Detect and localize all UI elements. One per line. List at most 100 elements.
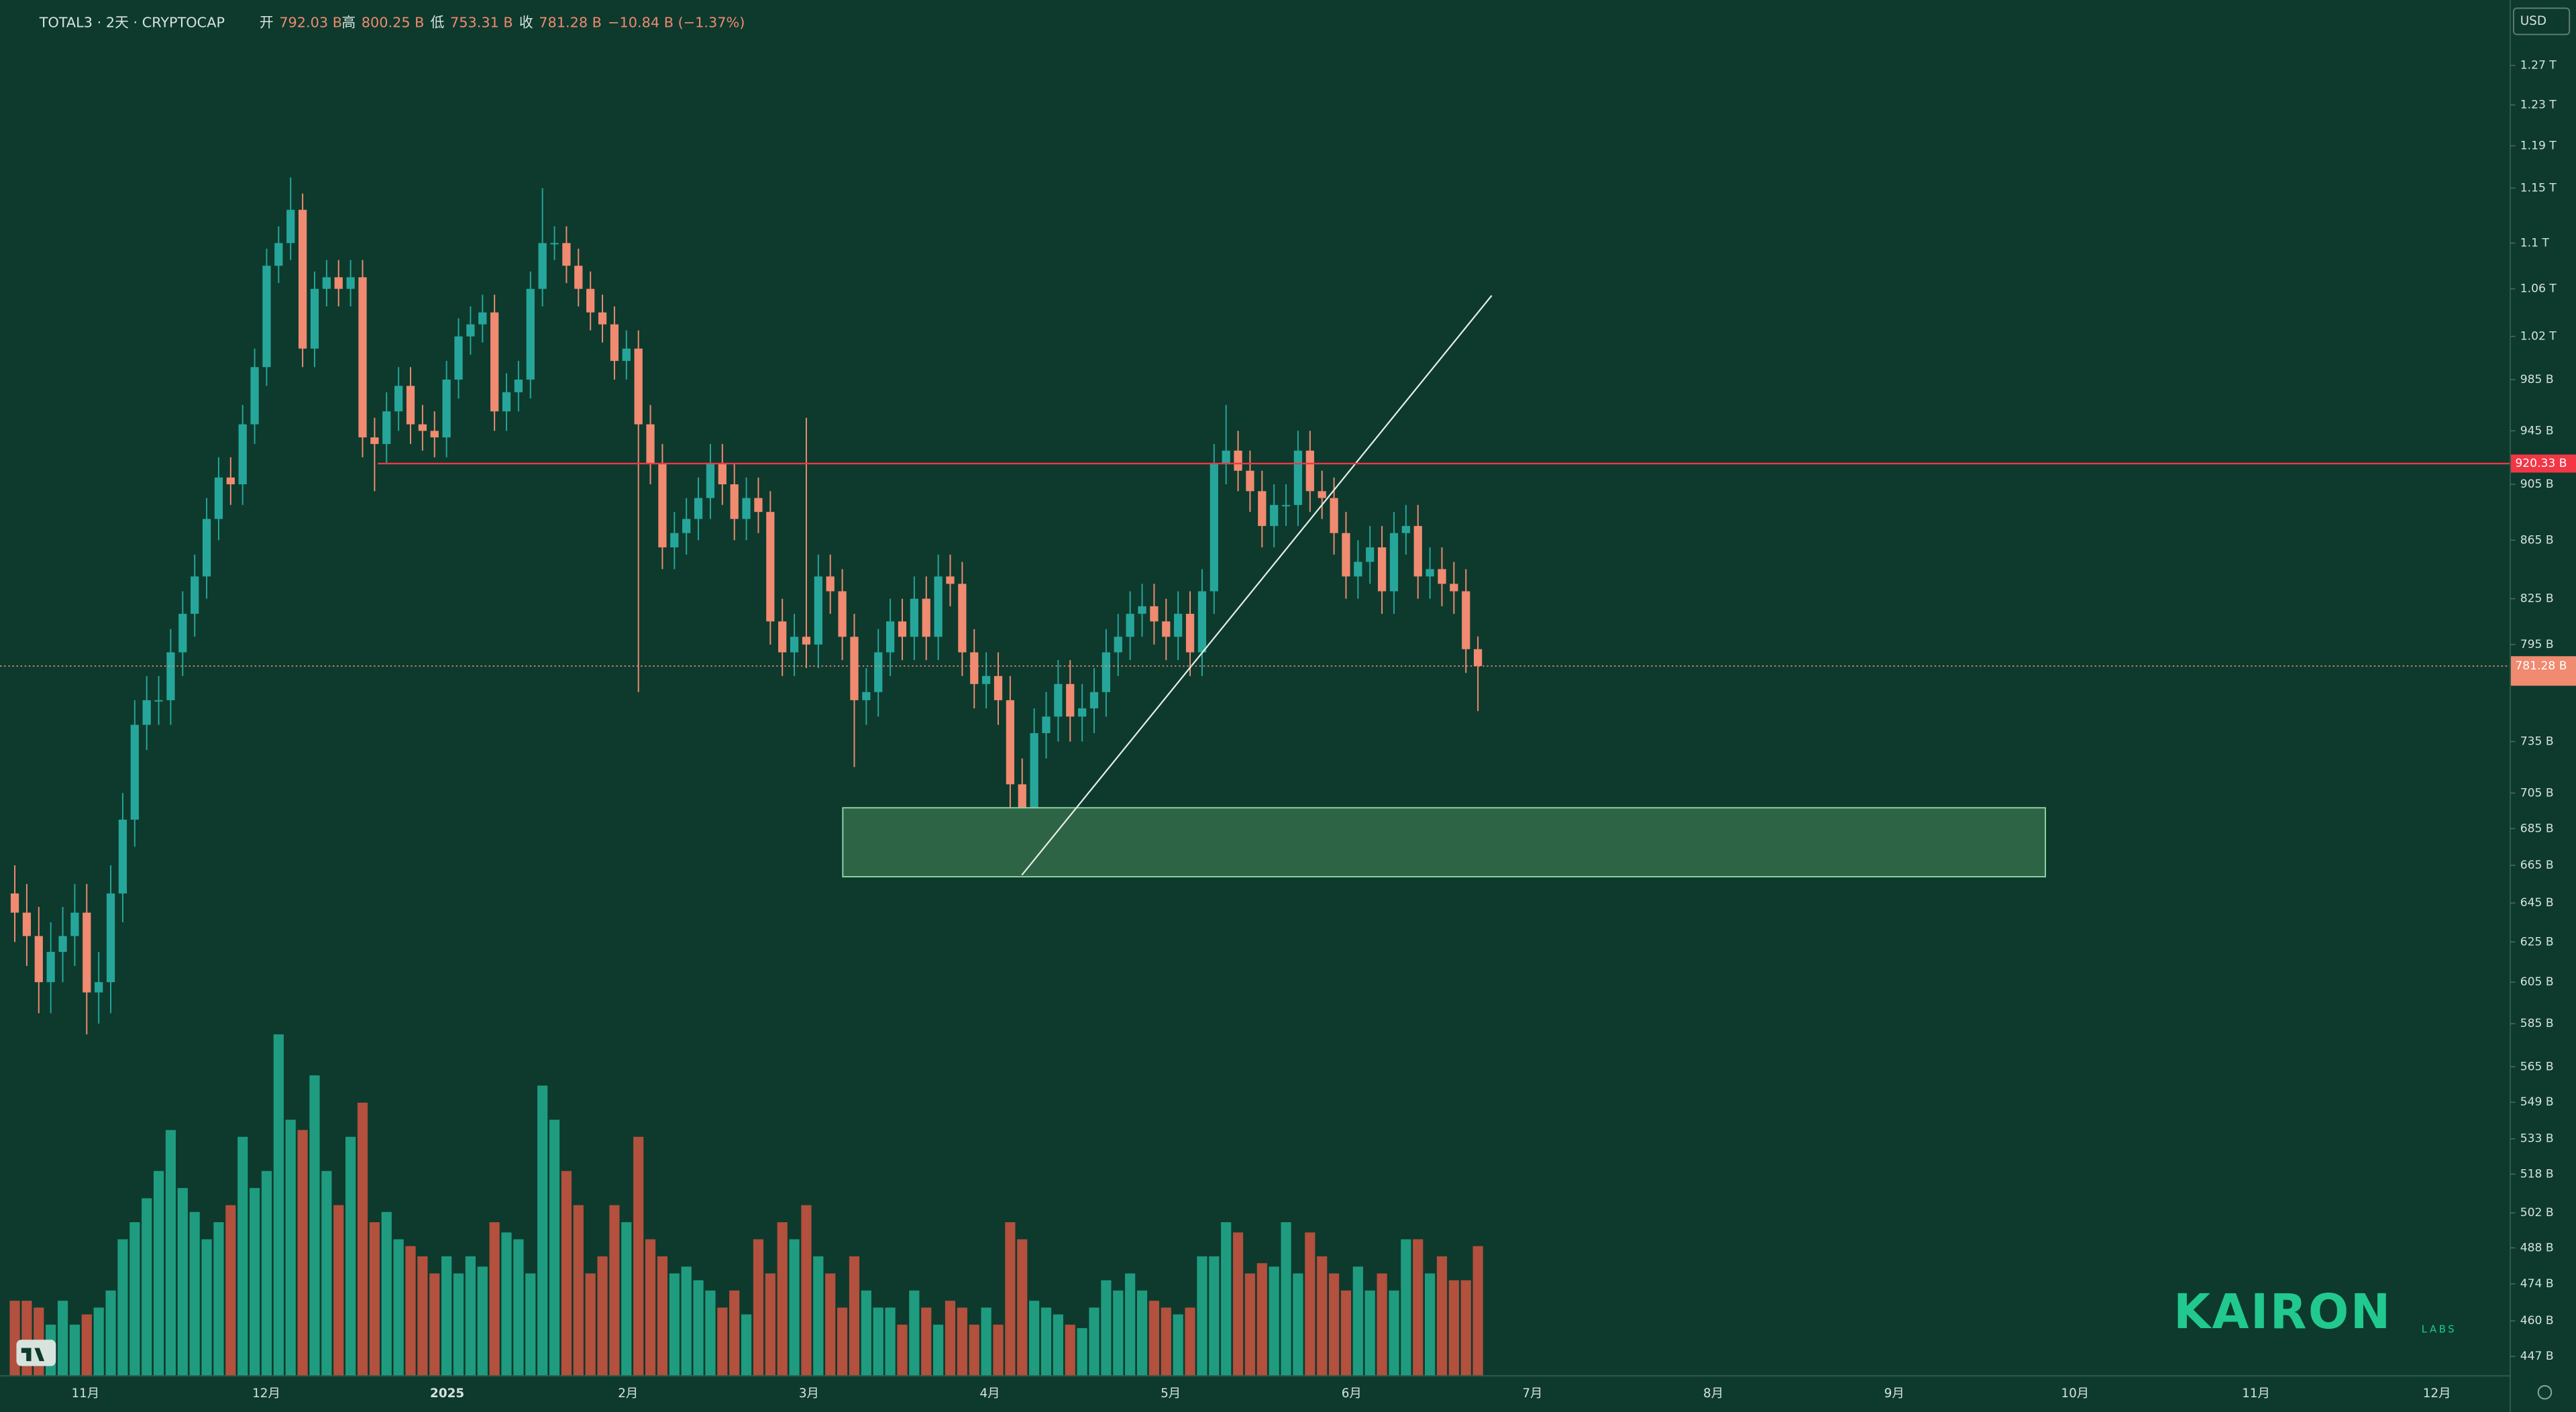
settings-icon[interactable]	[2537, 1384, 2553, 1400]
volume-bar	[801, 1205, 812, 1376]
x-tick-label: 2025	[430, 1387, 464, 1401]
volume-bar	[381, 1211, 392, 1376]
candle-body	[826, 576, 835, 592]
volume-bar	[681, 1266, 692, 1376]
volume-bar	[513, 1239, 524, 1376]
candle-body	[1293, 450, 1303, 505]
volume-bar	[897, 1324, 908, 1376]
volume-bar	[1065, 1324, 1075, 1376]
y-tick-label: 533 B	[2520, 1132, 2554, 1146]
volume-bar	[585, 1273, 596, 1376]
candle-body	[502, 392, 511, 412]
volume-bar	[1053, 1314, 1063, 1376]
volume-bar	[1244, 1273, 1256, 1376]
candle-body	[490, 312, 499, 412]
volume-bar	[1089, 1307, 1099, 1376]
candle-body	[1102, 652, 1111, 692]
tradingview-logo	[16, 1340, 56, 1366]
volume-bar	[885, 1307, 896, 1376]
candle-body	[598, 312, 607, 325]
candle-body	[370, 437, 379, 444]
y-tick-label: 518 B	[2520, 1167, 2554, 1181]
volume-bar	[1281, 1222, 1291, 1376]
candle-body	[1078, 708, 1087, 717]
volume-bar	[369, 1222, 380, 1376]
volume-bar	[1472, 1246, 1483, 1376]
candle-body	[226, 477, 235, 485]
volume-bar	[789, 1239, 800, 1376]
high-value: 800.25 B	[362, 14, 425, 30]
candle-body	[1342, 533, 1350, 577]
volume-bar	[1256, 1263, 1267, 1376]
volume-bar	[969, 1324, 979, 1376]
y-tick-label: 1.1 T	[2520, 236, 2550, 250]
volume-bar	[537, 1085, 548, 1376]
candle-body	[130, 724, 139, 820]
volume-bar	[237, 1136, 248, 1376]
volume-bar	[142, 1198, 152, 1376]
volume-bar	[417, 1256, 428, 1376]
candle-body	[1450, 584, 1458, 592]
y-tick-label: 795 B	[2520, 638, 2554, 651]
candle-body	[910, 598, 918, 637]
volume-bar	[921, 1307, 932, 1376]
candle-body	[1473, 649, 1483, 666]
candle-body	[1305, 450, 1314, 492]
volume-bar	[1460, 1280, 1471, 1376]
candle-body	[1162, 621, 1171, 637]
volume-bar	[1125, 1273, 1136, 1376]
candle-body	[550, 243, 559, 245]
candle-body	[346, 277, 355, 289]
candle-body	[1377, 547, 1387, 592]
volume-bar	[849, 1256, 860, 1376]
candle-body	[70, 912, 79, 936]
x-tick-label: 11月	[2242, 1387, 2270, 1401]
volume-bar	[57, 1301, 68, 1376]
currency[interactable]: USD	[2520, 14, 2546, 28]
volume-bar	[1377, 1273, 1387, 1376]
y-tick-label: 488 B	[2520, 1241, 2554, 1254]
y-tick-label: 585 B	[2520, 1017, 2554, 1030]
volume-bar	[621, 1222, 632, 1376]
candle-body	[1354, 561, 1362, 577]
candle-body	[922, 598, 930, 637]
plot-area	[9, 177, 1483, 1376]
candle-body	[382, 411, 391, 444]
low-label: 低	[431, 14, 445, 30]
y-tick-label: 1.27 T	[2520, 59, 2557, 72]
candle-body	[1197, 591, 1207, 653]
candle-body	[850, 637, 859, 700]
candle-body	[730, 484, 739, 519]
volume-bar	[1173, 1314, 1183, 1376]
volume-bar	[1413, 1239, 1424, 1376]
x-tick-label: 7月	[1522, 1387, 1542, 1401]
volume-bar	[285, 1120, 296, 1376]
candle-body	[191, 576, 199, 614]
high-label: 高	[341, 14, 356, 30]
x-tick-label: 2月	[618, 1387, 638, 1401]
volume-bar	[933, 1324, 944, 1376]
candle-body	[286, 209, 295, 243]
volume-bar	[465, 1256, 476, 1376]
candle-body	[58, 936, 67, 953]
volume-bar	[1328, 1273, 1340, 1376]
volume-bar	[393, 1239, 404, 1376]
last-price-label: 781.28 B	[2515, 659, 2567, 673]
y-tick-label: 1.02 T	[2520, 330, 2557, 343]
volume-bar	[1161, 1307, 1171, 1376]
y-tick-label: 945 B	[2520, 424, 2554, 437]
low-value: 753.31 B	[450, 14, 513, 30]
candle-body	[1258, 491, 1267, 527]
volume-bar	[729, 1290, 740, 1376]
y-tick-label: 474 B	[2520, 1277, 2554, 1291]
y-tick-label: 985 B	[2520, 373, 2554, 386]
volume-bar	[177, 1188, 188, 1376]
y-tick-label: 1.06 T	[2520, 282, 2557, 296]
candle-body	[814, 576, 822, 645]
candle-body	[778, 621, 787, 653]
volume-bar	[357, 1102, 368, 1376]
currency-button[interactable]	[2512, 7, 2571, 36]
volume-bar	[250, 1188, 260, 1376]
candle-body	[994, 675, 1003, 700]
